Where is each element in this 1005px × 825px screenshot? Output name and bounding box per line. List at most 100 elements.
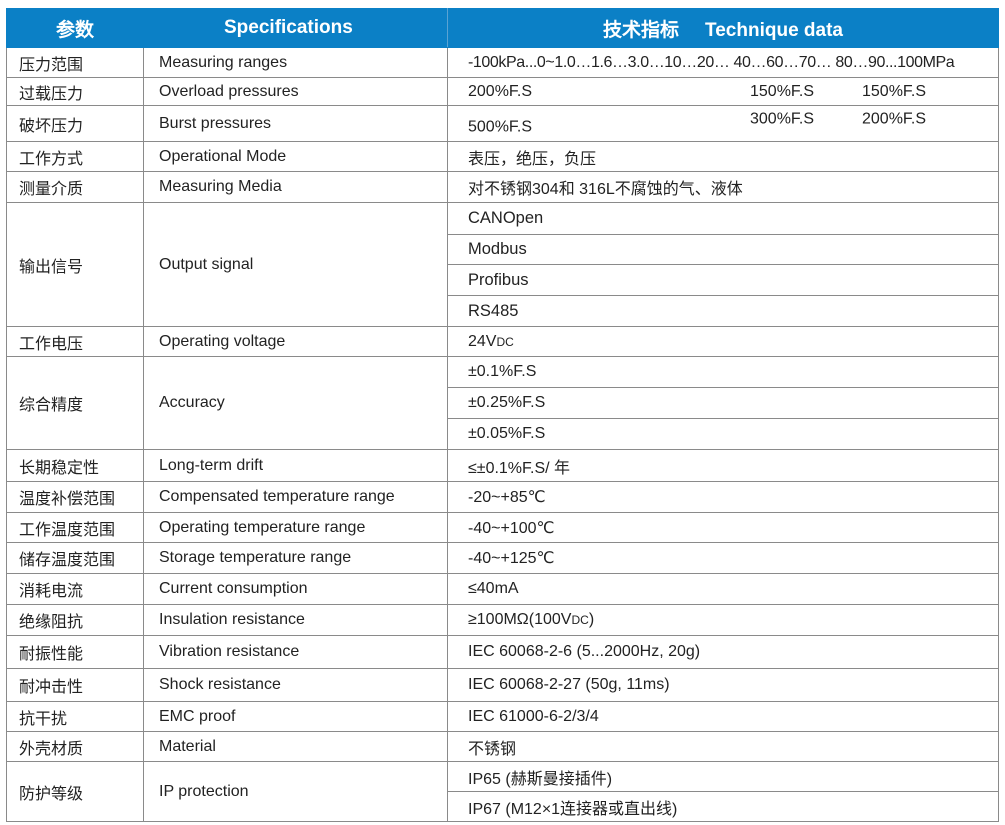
value: Modbus bbox=[447, 234, 999, 265]
param-en: Storage temperature range bbox=[143, 542, 448, 574]
param-en: EMC proof bbox=[143, 701, 448, 732]
header-param: 参数 bbox=[6, 8, 144, 48]
value-text: 200%F.S bbox=[468, 82, 533, 100]
table-row: 耐振性能 Vibration resistance IEC 60068-2-6 … bbox=[6, 635, 999, 669]
param-en: Measuring ranges bbox=[143, 47, 448, 78]
value: 不锈钢 bbox=[447, 731, 999, 762]
param-cn: 长期稳定性 bbox=[6, 449, 144, 482]
table-row: 工作电压 Operating voltage 24VDC bbox=[6, 326, 999, 357]
header-row: 参数 Specifications 技术指标 Technique data bbox=[6, 8, 999, 48]
value: RS485 bbox=[447, 295, 999, 327]
param-cn: 综合精度 bbox=[6, 356, 144, 450]
value: ±0.1%F.S bbox=[447, 356, 999, 388]
param-cn: 压力范围 bbox=[6, 47, 144, 78]
value: -40~+125℃ bbox=[447, 542, 999, 574]
value-text: ≥100MΩ(100V bbox=[468, 611, 572, 628]
table-row: 输出信号 Output signal CANOpen bbox=[6, 202, 999, 327]
value-text: 200%F.S bbox=[862, 110, 927, 127]
value: IP67 (M12×1连接器或直出线) bbox=[447, 791, 999, 822]
value: 200%F.S 150%F.S 150%F.S bbox=[447, 77, 999, 106]
param-cn: 消耗电流 bbox=[6, 573, 144, 605]
value: ≤40mA bbox=[447, 573, 999, 605]
param-cn: 绝缘阻抗 bbox=[6, 604, 144, 636]
header-specifications: Specifications bbox=[143, 8, 448, 48]
value: IP65 (赫斯曼接插件) bbox=[447, 761, 999, 792]
value-text: -100kPa...0~1.0…1.6…3.0…10…20… 40…60…70…… bbox=[468, 53, 955, 71]
value: 表压，绝压，负压 bbox=[447, 141, 999, 172]
value-text: 500%F.S bbox=[468, 118, 533, 136]
table-row: 外壳材质 Material 不锈钢 bbox=[6, 731, 999, 762]
table-row: 防护等级 IP protection IP65 (赫斯曼接插件) bbox=[6, 761, 999, 822]
param-en: Current consumption bbox=[143, 573, 448, 605]
param-en: Compensated temperature range bbox=[143, 481, 448, 513]
param-cn: 耐振性能 bbox=[6, 635, 144, 669]
param-cn: 工作电压 bbox=[6, 326, 144, 357]
param-en: Burst pressures bbox=[143, 105, 448, 142]
param-cn: 工作温度范围 bbox=[6, 512, 144, 543]
table-row: 绝缘阻抗 Insulation resistance ≥100MΩ(100VDC… bbox=[6, 604, 999, 636]
param-cn: 破坏压力 bbox=[6, 105, 144, 142]
table-row: 长期稳定性 Long-term drift ≤±0.1%F.S/ 年 bbox=[6, 449, 999, 482]
param-en: Operating voltage bbox=[143, 326, 448, 357]
specifications-table: 参数 Specifications 技术指标 Technique data 压力范… bbox=[6, 8, 999, 822]
value: 24VDC bbox=[447, 326, 999, 357]
value-text: 150%F.S bbox=[862, 82, 927, 100]
param-cn: 储存温度范围 bbox=[6, 542, 144, 574]
header-tech-cn: 技术指标 bbox=[603, 19, 680, 41]
value: CANOpen bbox=[447, 202, 999, 235]
param-en: Measuring Media bbox=[143, 171, 448, 203]
value: IEC 60068-2-6 (5...2000Hz, 20g) bbox=[447, 635, 999, 669]
value: 500%F.S 300%F.S 200%F.S bbox=[447, 105, 999, 142]
value: ±0.05%F.S bbox=[447, 418, 999, 450]
table-row: 储存温度范围 Storage temperature range -40~+12… bbox=[6, 542, 999, 574]
param-en: Overload pressures bbox=[143, 77, 448, 106]
param-cn: 温度补偿范围 bbox=[6, 481, 144, 513]
value: IEC 60068-2-27 (50g, 11ms) bbox=[447, 668, 999, 702]
value: -100kPa...0~1.0…1.6…3.0…10…20… 40…60…70…… bbox=[447, 47, 999, 78]
value-tail: ) bbox=[588, 611, 595, 628]
param-en: IP protection bbox=[143, 761, 448, 822]
param-cn: 防护等级 bbox=[6, 761, 144, 822]
table-row: 消耗电流 Current consumption ≤40mA bbox=[6, 573, 999, 605]
table-row: 破坏压力 Burst pressures 500%F.S 300%F.S 200%F… bbox=[6, 105, 999, 142]
param-en: Output signal bbox=[143, 202, 448, 327]
value: ≤±0.1%F.S/ 年 bbox=[447, 449, 999, 482]
value-suffix: DC bbox=[496, 334, 514, 349]
param-cn: 输出信号 bbox=[6, 202, 144, 327]
table-row: 温度补偿范围 Compensated temperature range -20… bbox=[6, 481, 999, 513]
header-tech-en: Technique data bbox=[705, 19, 843, 41]
value: IEC 61000-6-2/3/4 bbox=[447, 701, 999, 732]
value-text: 300%F.S bbox=[750, 110, 815, 127]
table-row: 综合精度 Accuracy ±0.1%F.S bbox=[6, 356, 999, 450]
value: -40~+100℃ bbox=[447, 512, 999, 543]
param-en: Operating temperature range bbox=[143, 512, 448, 543]
value: -20~+85℃ bbox=[447, 481, 999, 513]
table-row: 测量介质 Measuring Media 对不锈钢304和 316L不腐蚀的气、… bbox=[6, 171, 999, 203]
table-row: 耐冲击性 Shock resistance IEC 60068-2-27 (50… bbox=[6, 668, 999, 702]
value-suffix: DC bbox=[571, 613, 589, 627]
param-en: Operational Mode bbox=[143, 141, 448, 172]
value-text: 24V bbox=[468, 332, 497, 350]
table-row: 抗干扰 EMC proof IEC 61000-6-2/3/4 bbox=[6, 701, 999, 732]
param-en: Long-term drift bbox=[143, 449, 448, 482]
param-cn: 工作方式 bbox=[6, 141, 144, 172]
param-cn: 测量介质 bbox=[6, 171, 144, 203]
table-row: 工作温度范围 Operating temperature range -40~+… bbox=[6, 512, 999, 543]
table-row: 工作方式 Operational Mode 表压，绝压，负压 bbox=[6, 141, 999, 172]
header-technique-data: 技术指标 Technique data bbox=[447, 8, 999, 48]
table-row: 压力范围 Measuring ranges -100kPa...0~1.0…1.… bbox=[6, 47, 999, 78]
param-en: Insulation resistance bbox=[143, 604, 448, 636]
param-cn: 抗干扰 bbox=[6, 701, 144, 732]
param-cn: 过载压力 bbox=[6, 77, 144, 106]
param-cn: 耐冲击性 bbox=[6, 668, 144, 702]
value: Profibus bbox=[447, 264, 999, 296]
param-en: Material bbox=[143, 731, 448, 762]
param-cn: 外壳材质 bbox=[6, 731, 144, 762]
value: 对不锈钢304和 316L不腐蚀的气、液体 bbox=[447, 171, 999, 203]
param-en: Vibration resistance bbox=[143, 635, 448, 669]
param-en: Shock resistance bbox=[143, 668, 448, 702]
param-en: Accuracy bbox=[143, 356, 448, 450]
value-text: 150%F.S bbox=[750, 82, 815, 100]
table-row: 过载压力 Overload pressures 200%F.S 150%F.S 15… bbox=[6, 77, 999, 106]
value: ±0.25%F.S bbox=[447, 387, 999, 419]
